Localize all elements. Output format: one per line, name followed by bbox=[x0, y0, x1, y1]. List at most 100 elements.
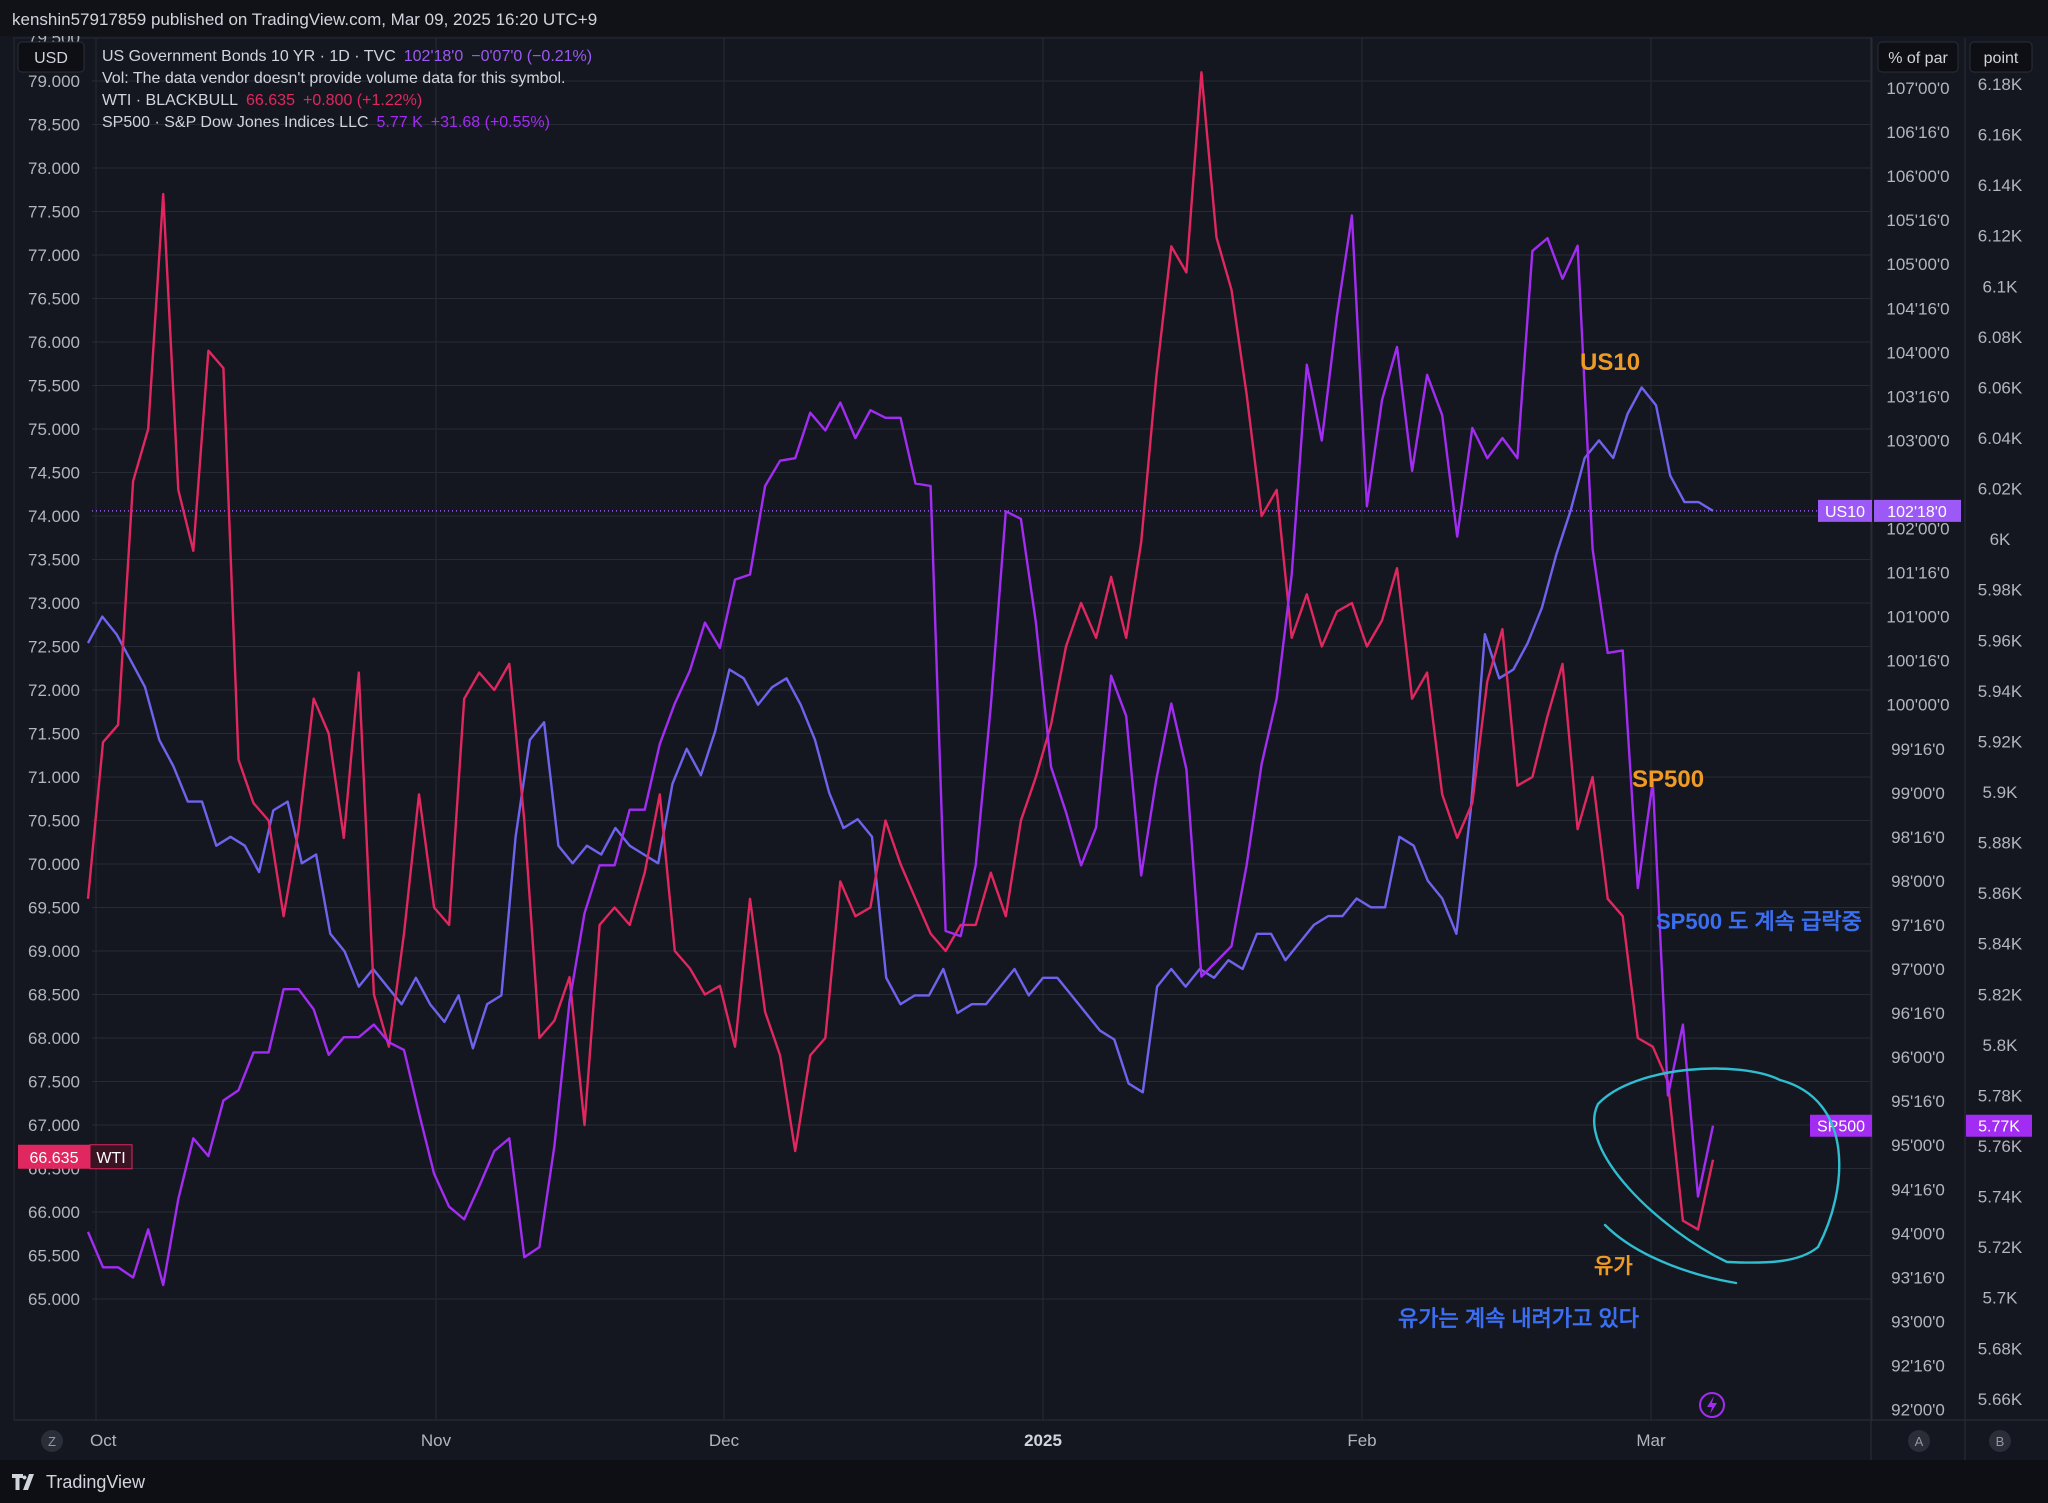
legend-name: WTI · BLACKBULL bbox=[102, 92, 238, 109]
sp500-annotation: SP500 bbox=[1632, 766, 1704, 793]
right-axis-tick: 5.82K bbox=[1978, 985, 2023, 1004]
left-axis-tick: 77.000 bbox=[28, 246, 80, 265]
published-header: kenshin57917859 published on TradingView… bbox=[0, 0, 2048, 36]
currency-button[interactable] bbox=[17, 41, 85, 73]
mid-axis-tick: 101'00'0 bbox=[1886, 608, 1949, 627]
left-axis-tick: 65.000 bbox=[28, 1290, 80, 1309]
left-axis-tick: 68.000 bbox=[28, 1029, 80, 1048]
mid-axis-tick: 92'00'0 bbox=[1891, 1401, 1945, 1420]
point-label: point bbox=[1984, 50, 2019, 67]
us10-label: US10 bbox=[1825, 504, 1865, 521]
us10-price-tag bbox=[1874, 499, 1961, 522]
right-axis-tick: 5.8K bbox=[1983, 1036, 2019, 1055]
mid-axis-tick: 101'16'0 bbox=[1886, 564, 1949, 583]
sp500-falling-note: SP500 도 계속 급락중 bbox=[1656, 909, 1862, 934]
wti-label-tag bbox=[89, 1144, 133, 1170]
mid-axis-tick: 107'00'0 bbox=[1886, 79, 1949, 98]
grid bbox=[92, 38, 1871, 1420]
zoom-reset-button[interactable] bbox=[41, 1430, 63, 1452]
left-axis-tick: 75.000 bbox=[28, 420, 80, 439]
right-axis-tick: 6.14K bbox=[1978, 176, 2023, 195]
log-scale-button-label: B bbox=[1996, 1434, 2005, 1449]
legend-name: Vol: The data vendor doesn't provide vol… bbox=[102, 70, 565, 87]
left-axis-tick: 67.000 bbox=[28, 1116, 80, 1135]
legend-change: +31.68 (+0.55%) bbox=[431, 114, 550, 131]
mid-axis-tick: 93'00'0 bbox=[1891, 1312, 1945, 1331]
wti-label: WTI bbox=[96, 1150, 125, 1167]
right-axis-tick: 5.66K bbox=[1978, 1390, 2023, 1409]
sp500-price-value: 5.77K bbox=[1978, 1119, 2020, 1136]
left-axis-tick: 79.000 bbox=[28, 72, 80, 91]
annotation-circle-tail bbox=[1603, 1223, 1738, 1285]
tradingview-logo-icon bbox=[12, 1474, 34, 1490]
mid-axis-tick: 98'00'0 bbox=[1891, 872, 1945, 891]
wti-series-line[interactable] bbox=[86, 71, 1715, 1231]
left-axis-tick: 78.500 bbox=[28, 116, 80, 135]
mid-axis-tick: 96'16'0 bbox=[1891, 1004, 1945, 1023]
left-axis-tick: 72.500 bbox=[28, 638, 80, 657]
chart-area[interactable]: 80.00079.50079.00078.50078.00077.50077.0… bbox=[0, 36, 2048, 1460]
tradingview-brand: TradingView bbox=[46, 1471, 146, 1492]
left-axis-tick: 70.000 bbox=[28, 855, 80, 874]
mid-axis-tick: 100'16'0 bbox=[1886, 652, 1949, 671]
wti-price-value: 66.635 bbox=[30, 1150, 79, 1167]
right-axis-tick: 5.84K bbox=[1978, 935, 2023, 954]
percent-of-par-button[interactable] bbox=[1877, 41, 1959, 73]
right-axis-tick: 5.98K bbox=[1978, 581, 2023, 600]
right-axis-tick: 6.06K bbox=[1978, 378, 2023, 397]
right-axis-tick: 6K bbox=[1990, 530, 2011, 549]
mid-axis-tick: 103'00'0 bbox=[1886, 431, 1949, 450]
right-axis-tick: 5.88K bbox=[1978, 834, 2023, 853]
mid-axis-tick: 99'16'0 bbox=[1891, 740, 1945, 759]
mid-axis-tick: 102'00'0 bbox=[1886, 520, 1949, 539]
mid-axis-tick: 106'16'0 bbox=[1886, 123, 1949, 142]
legend: US Government Bonds 10 YR · 1D · TVC 102'… bbox=[102, 48, 592, 131]
legend-row[interactable]: Vol: The data vendor doesn't provide vol… bbox=[102, 70, 565, 87]
mid-axis-tick: 95'16'0 bbox=[1891, 1092, 1945, 1111]
lightning-icon[interactable] bbox=[1699, 1392, 1725, 1418]
x-axis-tick: 2025 bbox=[1024, 1431, 1062, 1450]
mid-axis-tick: 93'16'0 bbox=[1891, 1268, 1945, 1287]
oil-annotation: 유가 bbox=[1594, 1255, 1633, 1278]
x-axis-tick: Feb bbox=[1347, 1431, 1376, 1450]
legend-row[interactable]: SP500 · S&P Dow Jones Indices LLC 5.77 K +… bbox=[102, 114, 550, 131]
right-axis-tick: 5.86K bbox=[1978, 884, 2023, 903]
sp500-price-tag bbox=[1966, 1114, 2032, 1137]
footer: TradingView bbox=[0, 1460, 2048, 1503]
right-axis-tick: 6.12K bbox=[1978, 227, 2023, 246]
right-axis-tick: 6.1K bbox=[1983, 277, 2019, 296]
point-button[interactable] bbox=[1969, 41, 2033, 73]
left-axis-tick: 66.000 bbox=[28, 1203, 80, 1222]
left-axis-tick: 71.500 bbox=[28, 725, 80, 744]
zoom-reset-button-label: Z bbox=[48, 1434, 56, 1449]
legend-change: +0.800 (+1.22%) bbox=[303, 92, 422, 109]
right-axis-tick: 5.74K bbox=[1978, 1188, 2023, 1207]
mid-axis-tick: 95'00'0 bbox=[1891, 1136, 1945, 1155]
mid-axis-tick: 92'16'0 bbox=[1891, 1356, 1945, 1375]
right-axis-tick: 5.9K bbox=[1983, 783, 2019, 802]
left-axis-tick: 74.500 bbox=[28, 464, 80, 483]
auto-scale-button[interactable] bbox=[1908, 1430, 1930, 1452]
log-scale-button[interactable] bbox=[1989, 1430, 2011, 1452]
right-axis-tick: 5.76K bbox=[1978, 1137, 2023, 1156]
us10-series-line[interactable] bbox=[86, 386, 1714, 1094]
right-axis-tick: 6.08K bbox=[1978, 328, 2023, 347]
legend-row[interactable]: WTI · BLACKBULL 66.635 +0.800 (+1.22%) bbox=[102, 92, 422, 109]
tradingview-logo[interactable]: TradingView bbox=[12, 1471, 145, 1493]
auto-scale-button-label: A bbox=[1915, 1434, 1924, 1449]
us10-price-value: 102'18'0 bbox=[1887, 504, 1947, 521]
legend-row[interactable]: US Government Bonds 10 YR · 1D · TVC 102'… bbox=[102, 48, 592, 65]
right-axis-tick: 5.78K bbox=[1978, 1086, 2023, 1105]
percent-of-par-label: % of par bbox=[1888, 50, 1948, 67]
mid-axis-tick: 97'00'0 bbox=[1891, 960, 1945, 979]
right-axis-tick: 6.16K bbox=[1978, 126, 2023, 145]
currency-label: USD bbox=[34, 50, 68, 67]
legend-value: 102'18'0 bbox=[404, 48, 464, 65]
legend-name: SP500 · S&P Dow Jones Indices LLC bbox=[102, 114, 369, 131]
left-axis-tick: 65.500 bbox=[28, 1247, 80, 1266]
us10-label-tag bbox=[1818, 499, 1872, 522]
sp500-series-line[interactable] bbox=[86, 214, 1715, 1287]
right-axis-tick: 5.94K bbox=[1978, 682, 2023, 701]
right-axis-tick: 5.72K bbox=[1978, 1238, 2023, 1257]
mid-axis-tick: 105'16'0 bbox=[1886, 211, 1949, 230]
